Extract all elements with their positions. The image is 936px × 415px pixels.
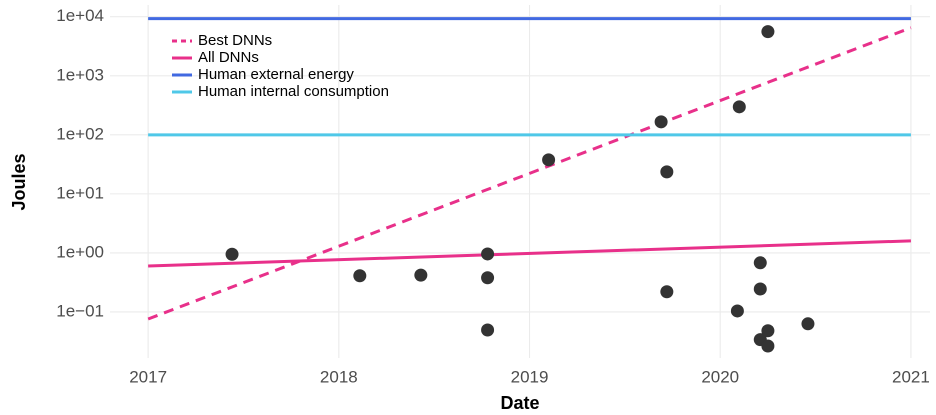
data-point: [730, 304, 744, 318]
legend-label: All DNNs: [198, 49, 259, 66]
x-tick-label: 2020: [701, 367, 739, 386]
data-point: [753, 282, 767, 296]
data-point: [732, 100, 746, 114]
x-tick-label: 2018: [320, 367, 358, 386]
y-tick-label: 1e+02: [56, 124, 104, 143]
data-point: [801, 317, 815, 331]
series-line: [148, 239, 911, 268]
y-tick-label: 1e+00: [56, 242, 104, 261]
data-point: [481, 323, 495, 337]
series-line: [147, 26, 912, 321]
y-tick-label: 1e+01: [56, 183, 104, 202]
y-tick-label: 1e+03: [56, 65, 104, 84]
y-axis-title: Joules: [9, 153, 29, 210]
data-point: [660, 285, 674, 299]
data-point: [542, 153, 556, 167]
data-point: [753, 256, 767, 270]
legend-label: Human internal consumption: [198, 83, 389, 100]
y-tick-label: 1e+04: [56, 6, 104, 25]
data-point: [414, 268, 428, 282]
legend-label: Best DNNs: [198, 32, 272, 49]
data-point: [353, 269, 367, 283]
data-point: [225, 247, 239, 261]
data-point: [761, 25, 775, 39]
x-tick-label: 2017: [129, 367, 167, 386]
x-tick-label: 2021: [892, 367, 930, 386]
data-point: [761, 324, 775, 338]
data-point: [481, 247, 495, 261]
x-axis-title: Date: [500, 393, 539, 413]
data-point: [654, 115, 668, 129]
x-tick-label: 2019: [511, 367, 549, 386]
data-point: [761, 339, 775, 353]
legend-label: Human external energy: [198, 66, 354, 83]
data-point: [481, 271, 495, 285]
y-tick-label: 1e−01: [56, 301, 104, 320]
data-point: [660, 165, 674, 179]
